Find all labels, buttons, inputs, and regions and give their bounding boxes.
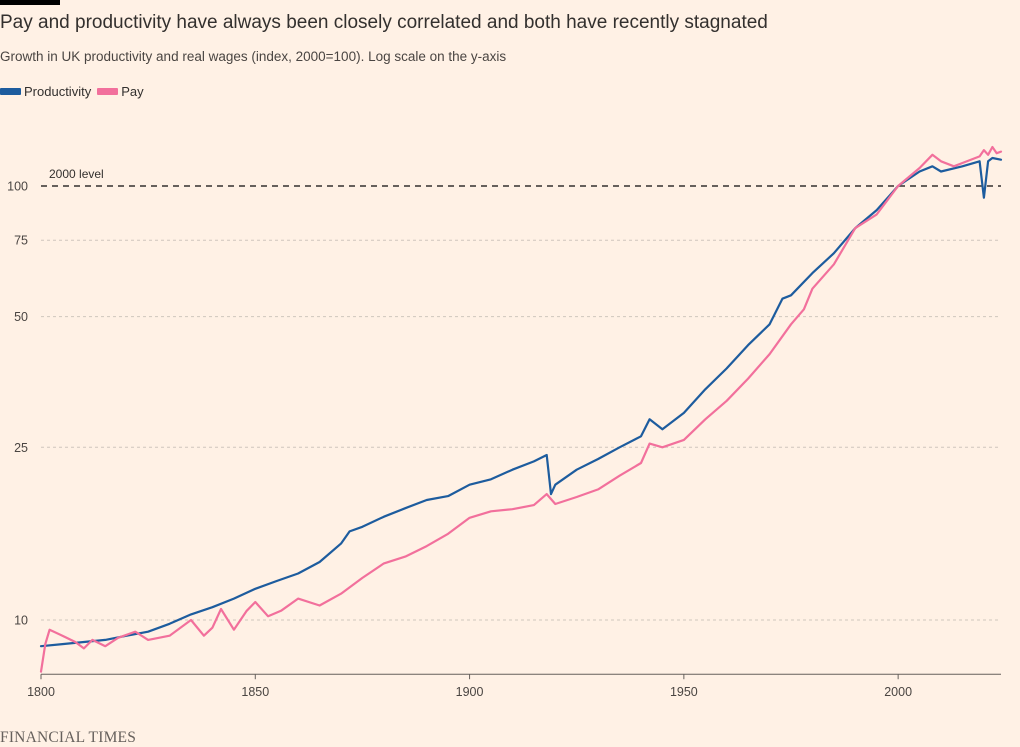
legend-item-pay: Pay [97, 84, 144, 99]
source-logo: FINANCIAL TIMES [0, 729, 137, 746]
chart-subtitle: Growth in UK productivity and real wages… [0, 49, 507, 64]
y-tick-label-25: 25 [14, 441, 28, 455]
x-tick-label-1800: 1800 [27, 685, 55, 699]
chart-title: Pay and productivity have always been cl… [0, 12, 768, 33]
y-tick-label-75: 75 [14, 234, 28, 248]
legend: Productivity Pay [0, 84, 150, 99]
x-tick-label-1950: 1950 [670, 685, 698, 699]
x-tick-label-1900: 1900 [456, 685, 484, 699]
brand-bar [0, 0, 60, 5]
legend-label-productivity: Productivity [24, 84, 92, 99]
series-line-pay [39, 145, 1003, 673]
x-tick-label-2000: 2000 [884, 685, 912, 699]
series-lines [39, 145, 1003, 673]
legend-item-productivity: Productivity [0, 84, 91, 99]
x-tick-label-1850: 1850 [241, 685, 269, 699]
y-tick-label-50: 50 [14, 310, 28, 324]
legend-swatch-productivity [0, 88, 21, 95]
y-tick-label-100: 100 [7, 180, 28, 194]
y-axis-labels: 10 25 50 75 100 [7, 180, 28, 628]
x-axis-labels: 1800 1850 1900 1950 2000 [27, 685, 912, 699]
reference-line-group: 2000 level [41, 167, 1001, 187]
y-tick-label-10: 10 [14, 614, 28, 628]
gridlines [41, 239, 1001, 621]
legend-label-pay: Pay [121, 84, 144, 99]
legend-swatch-pay [97, 88, 119, 95]
x-axis [40, 673, 1001, 680]
series-line-productivity [39, 156, 1003, 648]
annotation-2000-level: 2000 level [49, 167, 104, 181]
